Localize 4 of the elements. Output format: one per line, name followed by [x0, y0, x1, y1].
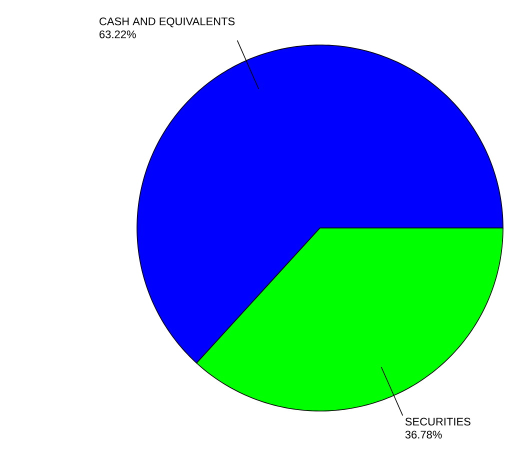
slice-label: SECURITIES — [405, 418, 470, 426]
data-label: 63.22% — [100, 30, 136, 38]
slice-label: CASH AND EQUIVALENTS — [100, 17, 235, 28]
data-label: 36.78% — [405, 430, 442, 439]
